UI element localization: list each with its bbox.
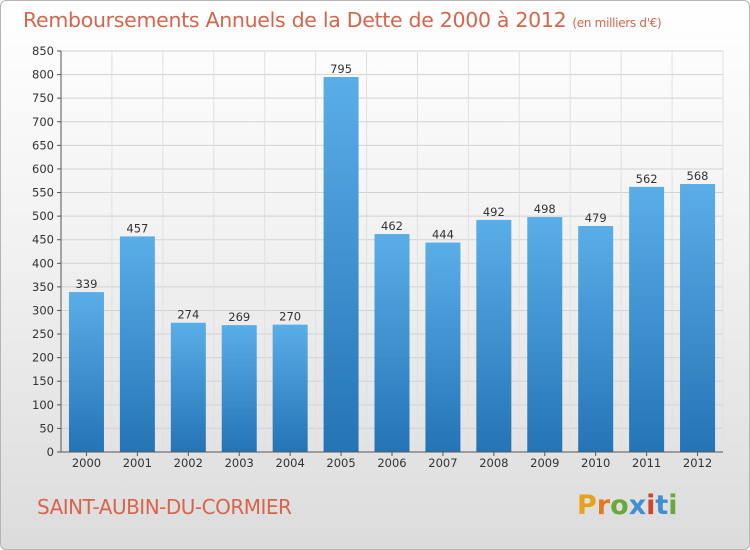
- x-tick-label: 2005: [326, 456, 355, 470]
- x-tick-label: 2012: [683, 456, 712, 470]
- x-tick-label: 2004: [276, 456, 305, 470]
- data-label: 274: [177, 308, 199, 322]
- y-tick-label: 650: [32, 138, 54, 152]
- bar: [680, 184, 716, 452]
- y-tick-label: 500: [32, 209, 54, 223]
- bar: [527, 217, 563, 452]
- y-tick-label: 850: [32, 44, 54, 58]
- y-tick-label: 750: [32, 91, 54, 105]
- bar: [425, 242, 461, 452]
- data-label: 270: [279, 310, 301, 324]
- data-label: 479: [585, 211, 607, 225]
- data-label: 568: [687, 169, 709, 183]
- data-label: 498: [534, 202, 556, 216]
- y-tick-label: 50: [39, 421, 54, 435]
- x-tick-label: 2008: [479, 456, 508, 470]
- y-tick-label: 550: [32, 186, 54, 200]
- y-tick-label: 800: [32, 68, 54, 82]
- bar: [170, 322, 206, 452]
- y-tick-label: 250: [32, 327, 54, 341]
- data-label: 462: [381, 219, 403, 233]
- data-label: 269: [228, 310, 250, 324]
- logo-letter: P: [577, 490, 597, 521]
- bar: [68, 292, 104, 452]
- y-tick-label: 0: [47, 445, 54, 459]
- bar: [629, 186, 665, 453]
- bar: [272, 324, 308, 452]
- x-tick-label: 2007: [428, 456, 457, 470]
- logo-letter: i: [668, 490, 678, 521]
- bar: [323, 76, 359, 453]
- x-tick-label: 2011: [632, 456, 661, 470]
- y-tick-label: 350: [32, 280, 54, 294]
- chart-subtitle: (en milliers d'€): [572, 16, 662, 30]
- y-tick-label: 400: [32, 256, 54, 270]
- y-tick-label: 150: [32, 374, 54, 388]
- x-tick-label: 2003: [225, 456, 254, 470]
- bars: 339 457 274 269 270 795 462 444 492 498 479 562 568: [68, 62, 716, 453]
- chart-title-text: Remboursements Annuels de la Dette de 20…: [23, 8, 567, 32]
- y-tick-label: 200: [32, 351, 54, 365]
- y-tick-label: 450: [32, 233, 54, 247]
- data-label: 795: [330, 62, 352, 76]
- town-name: SAINT-AUBIN-DU-CORMIER: [37, 495, 292, 519]
- bar: [119, 236, 155, 452]
- data-label: 444: [432, 228, 454, 242]
- x-tick-label: 2002: [174, 456, 203, 470]
- logo-letter: i: [646, 490, 656, 521]
- data-label: 562: [636, 172, 658, 186]
- y-tick-label: 700: [32, 115, 54, 129]
- x-tick-label: 2001: [123, 456, 152, 470]
- bar: [476, 219, 512, 452]
- logo-letter: x: [628, 490, 647, 521]
- x-tick-label: 2000: [72, 456, 101, 470]
- logo-letter: t: [655, 490, 669, 521]
- y-tick-label: 100: [32, 398, 54, 412]
- data-label: 492: [483, 205, 505, 219]
- proxiti-logo: Proxiti: [577, 490, 678, 521]
- x-tick-label: 2006: [377, 456, 406, 470]
- data-label: 339: [75, 277, 97, 291]
- x-tick-label: 2010: [581, 456, 610, 470]
- logo-letter: o: [610, 490, 629, 521]
- chart-title: Remboursements Annuels de la Dette de 20…: [23, 8, 662, 32]
- x-tick-label: 2009: [530, 456, 559, 470]
- logo-letter: r: [596, 490, 611, 521]
- bar: [578, 226, 614, 452]
- bar: [374, 234, 410, 452]
- bar: [221, 325, 257, 452]
- axes: 0 50 100 150 200 250 300 350 400 450 500 550 600 650 7…: [32, 44, 723, 470]
- y-tick-label: 300: [32, 303, 54, 317]
- y-tick-label: 600: [32, 162, 54, 176]
- data-label: 457: [126, 221, 148, 235]
